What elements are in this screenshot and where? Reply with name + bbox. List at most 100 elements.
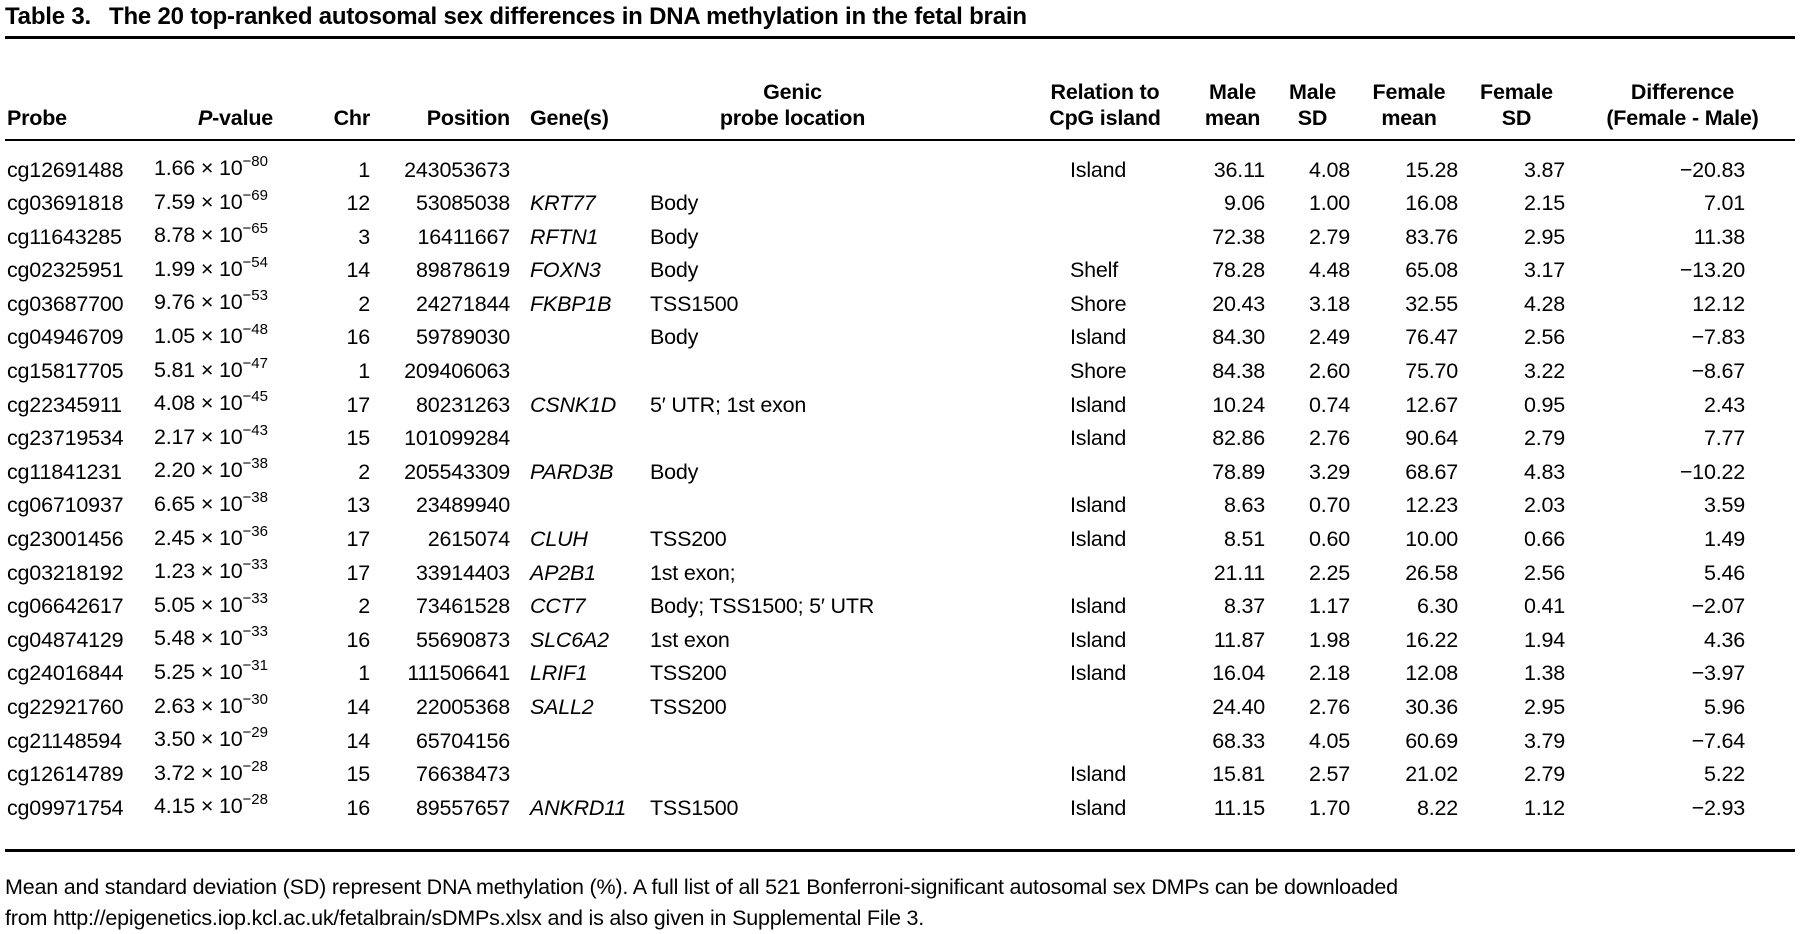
cell-female_mean: 21.02 [1405, 762, 1458, 787]
cell-female_mean: 65.08 [1405, 258, 1458, 283]
table-row: cg06642617 5.05 × 10−33 2 73461528 CCT7 Body;… [5, 590, 1795, 624]
cell-female_sd: 0.41 [1523, 594, 1565, 619]
table-row: cg22345911 4.08 × 10−45 17 80231263 CSNK1D 5′… [5, 388, 1795, 422]
cell-genic_location: Body; TSS1500; 5′ UTR [650, 594, 875, 619]
cell-position: 80231263 [415, 392, 510, 417]
cell-gene [510, 422, 640, 456]
cell-male_sd: 2.76 [1308, 426, 1350, 451]
cell-male_mean: 8.51 [1223, 527, 1265, 552]
pvalue-exponent: −33 [242, 589, 268, 607]
cell-cpg_relation: Shore [1070, 359, 1127, 384]
cell-chr: 12 [346, 191, 370, 216]
cell-position: 111506641 [407, 661, 510, 686]
cell-pvalue: 6.65 × 10−38 [154, 488, 268, 516]
cell-position: 2615074 [427, 527, 511, 552]
cell-genic_location: TSS200 [650, 527, 727, 552]
table-title-text: The 20 top-ranked autosomal sex differen… [109, 3, 1027, 30]
footnote-line2: from http://epigenetics.iop.kcl.ac.uk/fe… [5, 905, 925, 930]
genic-line2: probe location [719, 106, 866, 130]
cell-pvalue: 3.50 × 10−29 [154, 724, 268, 752]
cell-difference: 5.96 [1703, 695, 1745, 719]
cell-chr: 1 [358, 661, 370, 686]
cell-pvalue: 4.08 × 10−45 [154, 388, 268, 416]
cell-male_mean: 15.81 [1212, 762, 1265, 787]
cell-pvalue: 2.63 × 10−30 [154, 690, 268, 718]
cell-difference: 5.46 [1703, 560, 1745, 585]
footnote-line1: Mean and standard deviation (SD) represe… [5, 874, 1398, 899]
cell-female_sd: 2.79 [1523, 426, 1565, 451]
cell-female_mean: 10.00 [1405, 527, 1458, 552]
cell-female_mean: 15.28 [1405, 157, 1458, 182]
cell-male_mean: 11.87 [1213, 627, 1265, 652]
cell-probe: cg23001456 [7, 527, 124, 552]
cell-female_sd: 3.87 [1523, 157, 1565, 182]
cell-position: 24271844 [415, 291, 510, 316]
cell-chr: 3 [358, 224, 370, 249]
table-row: cg24016844 5.25 × 10−31 1 111506641 LRIF1 TSS… [5, 657, 1795, 691]
cell-pvalue: 5.48 × 10−33 [154, 623, 268, 651]
cell-cpg_relation: Island [1070, 527, 1127, 552]
cell-difference: −13.20 [1679, 258, 1745, 283]
table-row: cg03218192 1.23 × 10−33 17 33914403 AP2B1 1st… [5, 556, 1795, 590]
cell-male_mean: 68.33 [1212, 728, 1265, 753]
cell-position: 101099284 [404, 426, 510, 451]
cell-probe: cg03687700 [7, 291, 124, 316]
cell-difference: 1.49 [1703, 527, 1745, 552]
cell-cpg_relation [1015, 220, 1195, 254]
table-footnote: Mean and standard deviation (SD) represe… [5, 872, 1795, 934]
pvalue-exponent: −30 [242, 690, 268, 708]
cell-female_sd: 3.17 [1523, 258, 1565, 283]
col-header-probe: Probe [5, 39, 150, 141]
female-sd-line1: Female [1480, 80, 1553, 104]
cell-probe: cg24016844 [7, 661, 124, 686]
cell-cpg_relation: Island [1070, 493, 1127, 518]
cell-position: 89878619 [415, 258, 510, 283]
cell-pvalue: 4.15 × 10−28 [154, 791, 268, 819]
relation-line2: CpG island [1049, 106, 1161, 130]
cell-difference: −10.22 [1679, 459, 1745, 484]
cell-genic_location: Body [650, 224, 699, 249]
cell-gene [510, 724, 640, 758]
cell-difference: 11.38 [1693, 224, 1745, 249]
cell-cpg_relation: Island [1070, 627, 1127, 652]
relation-line1: Relation to [1050, 80, 1160, 104]
cell-pvalue: 2.45 × 10−36 [154, 522, 268, 550]
cell-chr: 14 [346, 258, 370, 283]
table-row: cg12614789 3.72 × 10−28 15 76638473 Island 15… [5, 758, 1795, 792]
cell-position: 205543309 [404, 459, 510, 484]
cell-female_sd: 1.94 [1523, 627, 1565, 652]
cell-gene: KRT77 [530, 191, 596, 216]
cell-female_mean: 16.22 [1405, 627, 1458, 652]
cell-male_mean: 84.30 [1212, 325, 1265, 350]
cell-difference: 5.22 [1703, 762, 1745, 787]
cell-male_sd: 2.25 [1308, 560, 1350, 585]
cell-gene [510, 140, 640, 187]
cell-pvalue: 7.59 × 10−69 [154, 186, 268, 214]
cell-probe: cg04946709 [7, 325, 124, 350]
cell-pvalue: 9.76 × 10−53 [154, 287, 268, 315]
table-title: Table 3. The 20 top-ranked autosomal sex … [5, 0, 1795, 34]
cell-probe: cg03691818 [7, 191, 124, 216]
cell-difference: 12.12 [1692, 291, 1745, 316]
cell-position: 73461528 [415, 594, 510, 619]
pvalue-exponent: −47 [242, 354, 268, 372]
cell-genic_location [640, 724, 1015, 758]
table-header: Probe P-value Chr Position Gene(s) Genic… [5, 39, 1795, 141]
cell-female_mean: 76.47 [1405, 325, 1458, 350]
pvalue-exponent: −28 [242, 791, 268, 809]
title-rule [5, 36, 1795, 39]
cell-male_mean: 9.06 [1223, 191, 1265, 216]
male-sd-line1: Male [1289, 80, 1336, 104]
cell-genic_location: Body [650, 459, 699, 484]
cell-probe: cg02325951 [7, 258, 124, 283]
cell-male_sd: 2.49 [1308, 325, 1350, 350]
cell-male_sd: 4.48 [1308, 258, 1350, 283]
cell-male_mean: 78.28 [1212, 258, 1265, 283]
table-row: cg21148594 3.50 × 10−29 14 65704156 68.33 4.0… [5, 724, 1795, 758]
cell-male_mean: 10.24 [1212, 392, 1265, 417]
cell-male_sd: 2.76 [1308, 695, 1350, 719]
cell-genic_location: 5′ UTR; 1st exon [650, 392, 807, 417]
cell-chr: 17 [346, 527, 370, 552]
cell-position: 16411667 [417, 224, 511, 249]
cell-female_sd: 4.83 [1523, 459, 1565, 484]
